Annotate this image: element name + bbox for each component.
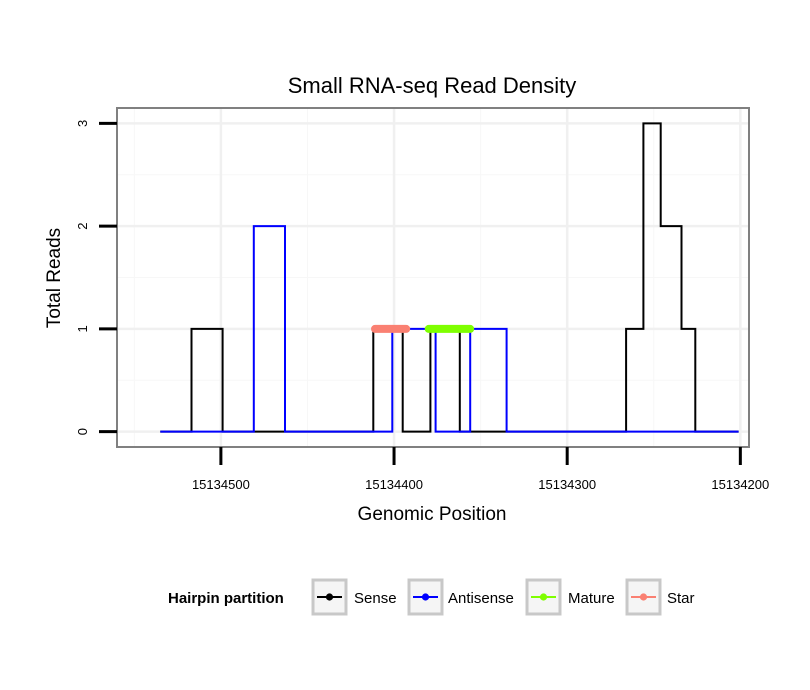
y-tick-label: 2: [75, 223, 90, 230]
series-layer: [160, 122, 739, 433]
legend-point-sense: [325, 593, 334, 601]
legend-label-sense: Sense: [354, 590, 397, 607]
legend-title: Hairpin partition: [168, 590, 284, 607]
x-axis-title: Genomic Position: [358, 504, 507, 525]
legend-point-mature: [539, 593, 548, 601]
legend-point-antisense: [421, 593, 430, 601]
legend-label-mature: Mature: [568, 590, 615, 607]
x-tick-label: 15134400: [365, 477, 423, 492]
y-axis: 0 1 2 3: [75, 120, 117, 435]
x-axis: 15134500 15134400 15134300 15134200: [192, 447, 769, 492]
x-tick-label: 15134500: [192, 477, 250, 492]
series-sense-line: [160, 122, 739, 433]
chart-title: Small RNA-seq Read Density: [288, 73, 577, 98]
legend: Hairpin partition Sense Antisense Mature St…: [168, 578, 695, 616]
y-tick-label: 0: [75, 428, 90, 435]
legend-label-star: Star: [667, 590, 695, 607]
y-tick-label: 1: [75, 325, 90, 332]
x-tick-label: 15134200: [711, 477, 769, 492]
legend-label-antisense: Antisense: [448, 590, 514, 607]
legend-point-star: [639, 593, 648, 601]
y-tick-label: 3: [75, 120, 90, 127]
x-tick-label: 15134300: [538, 477, 596, 492]
series-antisense-line: [160, 225, 739, 433]
y-axis-title: Total Reads: [44, 228, 65, 328]
